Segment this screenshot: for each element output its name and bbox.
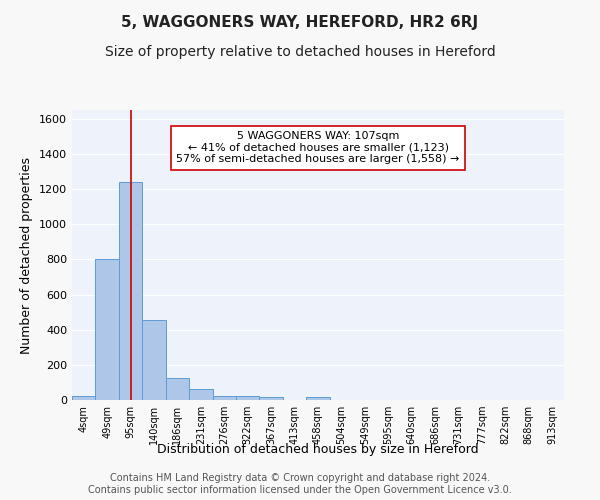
Bar [236, 396, 259, 400]
Bar [259, 398, 283, 400]
Bar [166, 378, 189, 400]
Bar [142, 320, 166, 400]
Bar [119, 182, 142, 400]
Text: 5 WAGGONERS WAY: 107sqm
← 41% of detached houses are smaller (1,123)
57% of semi: 5 WAGGONERS WAY: 107sqm ← 41% of detache… [176, 131, 460, 164]
Text: Contains HM Land Registry data © Crown copyright and database right 2024.
Contai: Contains HM Land Registry data © Crown c… [88, 474, 512, 495]
Text: 5, WAGGONERS WAY, HEREFORD, HR2 6RJ: 5, WAGGONERS WAY, HEREFORD, HR2 6RJ [121, 15, 479, 30]
Text: Size of property relative to detached houses in Hereford: Size of property relative to detached ho… [104, 45, 496, 59]
Bar [212, 396, 236, 400]
Y-axis label: Number of detached properties: Number of detached properties [20, 156, 34, 354]
Text: Distribution of detached houses by size in Hereford: Distribution of detached houses by size … [157, 442, 479, 456]
Bar [189, 390, 212, 400]
Bar [72, 396, 95, 400]
Bar [306, 398, 330, 400]
Bar [95, 260, 119, 400]
